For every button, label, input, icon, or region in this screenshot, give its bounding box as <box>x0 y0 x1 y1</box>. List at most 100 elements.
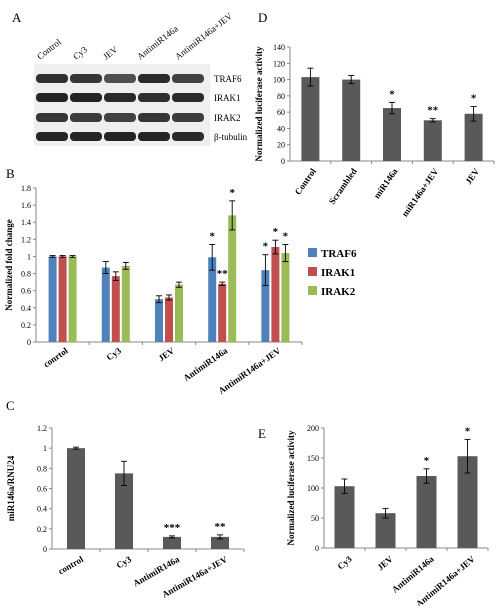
y-tick-label: 20 <box>277 141 285 150</box>
y-tick-label: 1.4 <box>21 218 31 227</box>
y-tick-label: 0.4 <box>37 505 47 514</box>
legend-label-irak1: IRAK1 <box>321 267 355 279</box>
y-tick-label: 1.6 <box>21 201 31 210</box>
y-tick-label: 0.8 <box>37 464 47 473</box>
y-axis-title: Normalized fold change <box>4 219 14 311</box>
bar-irak2 <box>228 215 237 342</box>
blot-band <box>70 132 102 141</box>
bar-irak1 <box>218 283 227 342</box>
y-tick-label: 1.8 <box>21 184 31 193</box>
significance-mark: * <box>283 230 289 242</box>
blot-band <box>172 132 204 141</box>
blot-band <box>138 113 170 122</box>
y-tick-label: 0.6 <box>37 485 47 494</box>
blot-band <box>70 113 102 122</box>
x-category-label: miR146a <box>372 166 400 200</box>
y-tick-label: 1.2 <box>37 424 47 433</box>
blot-band <box>172 74 204 83</box>
blot-bands <box>34 64 210 146</box>
bar-value <box>423 120 442 161</box>
x-category-label: miR146a+JEV <box>400 166 441 219</box>
x-category-label: Scrambled <box>327 166 359 206</box>
blot-band <box>36 93 68 102</box>
blot-band-label: IRAK1 <box>214 93 241 103</box>
legend-swatch-irak1 <box>308 267 317 276</box>
blot-band <box>138 132 170 141</box>
chart-panel-c: C 0 0.2 0.4 0.6 0.8 1 1.2 miR146a/RNU24 control Cy… <box>6 398 245 600</box>
bar-value <box>383 108 401 161</box>
blot-band <box>138 74 170 83</box>
significance-mark: * <box>209 230 215 242</box>
blot-band-label: IRAK2 <box>214 113 241 123</box>
bar-value <box>163 536 181 549</box>
bar-irak2 <box>281 253 290 342</box>
legend-swatch-traf6 <box>308 248 317 257</box>
y-tick-label: 140 <box>273 43 285 52</box>
blot-band-label: β-tubulin <box>214 132 248 142</box>
x-category-label: Control <box>293 166 319 197</box>
y-tick-label: 50 <box>311 514 319 523</box>
bar-irak1 <box>58 256 67 342</box>
bar-value <box>464 113 483 161</box>
y-tick-label: 120 <box>273 59 285 68</box>
bar-value <box>342 79 361 161</box>
blot-band <box>138 93 170 102</box>
panel-label: B <box>6 166 15 181</box>
blot-band <box>70 93 102 102</box>
y-tick-label: 0 <box>43 545 47 554</box>
blot-band <box>36 132 68 141</box>
y-tick-label: 40 <box>277 124 285 133</box>
blot-column-label: AntimiR146a+JEV <box>173 11 234 62</box>
x-category-label: AntimiR146a <box>181 345 229 383</box>
panel-label: D <box>258 10 267 25</box>
significance-mark: ** <box>427 105 439 117</box>
y-tick-label: 100 <box>307 484 319 493</box>
x-category-label: Cy3 <box>335 554 354 572</box>
significance-mark: ** <box>215 521 227 533</box>
x-category-label: JEV <box>463 166 481 186</box>
blot-band <box>104 113 136 122</box>
significance-mark: * <box>471 92 477 104</box>
significance-mark: * <box>424 455 430 467</box>
y-axis-title: Normalized luciferase activity <box>286 430 296 545</box>
bar-value <box>211 536 229 549</box>
x-category-label: JEV <box>375 554 395 573</box>
blot-band <box>70 74 102 83</box>
bar-irak1 <box>111 276 120 342</box>
y-tick-label: 200 <box>307 424 319 433</box>
significance-mark: * <box>389 88 395 100</box>
blot-band <box>36 113 68 122</box>
chart-panel-d: D 0 20 40 60 80 100 120 140 Normalized luciferase… <box>254 10 495 219</box>
significance-mark: * <box>273 226 279 238</box>
y-tick-label: 80 <box>277 92 285 101</box>
y-tick-label: 150 <box>307 454 319 463</box>
blot-band <box>104 93 136 102</box>
significance-mark: ** <box>217 268 229 280</box>
blot-band <box>172 93 204 102</box>
blot-band <box>36 74 68 83</box>
bar-value <box>375 513 396 548</box>
bar-irak2 <box>68 256 77 342</box>
bar-traf6 <box>155 299 163 342</box>
bar-value <box>301 77 320 161</box>
panel-label: E <box>258 426 266 441</box>
y-tick-label: 0 <box>281 157 285 166</box>
legend-swatch-irak2 <box>308 286 317 295</box>
x-category-label: conrtol <box>41 345 70 369</box>
bar-traf6 <box>48 256 57 342</box>
significance-mark: *** <box>164 522 181 534</box>
x-category-label: JEV <box>156 345 176 363</box>
x-category-label: control <box>56 554 85 577</box>
chart-panel-b: B 0 0.2 0.4 0.6 0.8 1 1.2 1.4 1.6 1.8 Normalized fo… <box>4 166 357 396</box>
y-tick-label: 100 <box>273 76 285 85</box>
y-tick-label: 1 <box>27 252 31 261</box>
y-tick-label: 0.2 <box>37 525 47 534</box>
blot-column-label: Cy3 <box>71 44 89 61</box>
blot-band <box>104 132 136 141</box>
bar-traf6 <box>208 257 217 342</box>
bar-irak1 <box>165 297 173 342</box>
bar-irak2 <box>121 265 130 342</box>
x-category-label: Cy3 <box>105 345 124 362</box>
blot-column-label: AntimiR146a <box>135 24 180 62</box>
